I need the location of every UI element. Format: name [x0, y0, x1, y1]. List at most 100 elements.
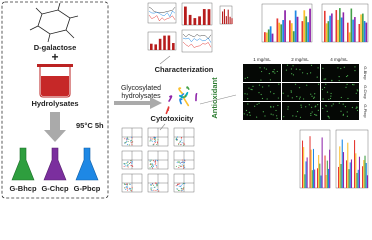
- event-dot: [154, 160, 156, 162]
- cell-dot: [326, 110, 328, 112]
- event-dot: [151, 165, 153, 167]
- event-dot: [149, 164, 151, 166]
- mini-bar: [292, 31, 295, 42]
- event-dot: [182, 167, 184, 169]
- mini-bar: [309, 136, 311, 188]
- cell-dot: [298, 87, 301, 89]
- cell-dot: [263, 67, 265, 69]
- event-dot: [176, 184, 178, 186]
- event-dot: [177, 184, 179, 186]
- event-dot: [131, 186, 133, 188]
- event-dot: [132, 165, 134, 167]
- event-dot: [182, 188, 184, 190]
- mini-bar: [327, 21, 330, 42]
- micrograph: [243, 102, 281, 120]
- mini-bar: [342, 152, 345, 188]
- characterization-label: Characterization: [155, 65, 214, 74]
- cell-dot: [260, 93, 262, 96]
- concentration-label: 4 mg/mL: [330, 57, 348, 62]
- mini-bar: [231, 18, 233, 24]
- cell-dot: [258, 102, 260, 104]
- event-dot: [127, 186, 129, 188]
- cell-dot: [258, 84, 261, 86]
- mini-bar: [325, 23, 328, 42]
- molecule: [29, 2, 79, 43]
- cell-dot: [325, 78, 327, 80]
- mini-bar: [360, 14, 362, 42]
- product-label: G-Chcp: [41, 184, 69, 193]
- cell-dot: [298, 98, 301, 100]
- cell-dot: [310, 114, 312, 117]
- mini-bar: [306, 157, 308, 188]
- event-dot: [123, 165, 125, 167]
- cell-dot: [252, 85, 254, 87]
- mini-line: [182, 41, 212, 48]
- event-dot: [178, 143, 180, 145]
- cell-dot: [292, 115, 294, 117]
- mini-bar: [227, 9, 229, 24]
- event-dot: [126, 139, 128, 141]
- event-dot: [156, 142, 158, 144]
- event-dot: [150, 137, 152, 139]
- connector: [159, 55, 171, 65]
- event-dot: [180, 166, 182, 168]
- cell-dot: [317, 109, 319, 111]
- mini-bar: [150, 43, 153, 50]
- cell-dot: [244, 93, 246, 95]
- cell-dot: [310, 72, 312, 74]
- cell-dot: [247, 103, 249, 105]
- mini-bar: [269, 26, 272, 42]
- event-dot: [129, 189, 131, 191]
- mini-line: [182, 37, 212, 43]
- event-dot: [130, 188, 132, 190]
- cell-dot: [292, 74, 295, 76]
- chart-frame: [181, 2, 213, 26]
- event-dot: [131, 165, 133, 167]
- mini-bar: [339, 8, 341, 42]
- mini-bar: [340, 17, 343, 42]
- cell-dot: [346, 111, 348, 113]
- mini-bar: [289, 20, 291, 42]
- cell-dot: [258, 92, 260, 94]
- chart-frame: [261, 3, 313, 43]
- cell-dot: [328, 98, 330, 101]
- event-dot: [156, 141, 158, 143]
- sample-label: G-Pbcp: [363, 104, 368, 118]
- cell-dot: [331, 105, 333, 107]
- mini-bar: [222, 11, 224, 24]
- mini-bar: [365, 22, 368, 42]
- chart-frame: [321, 3, 369, 43]
- cell-dot: [264, 115, 266, 117]
- cell-dot: [302, 72, 304, 74]
- flasks: [11, 147, 99, 181]
- mini-chart: [173, 150, 195, 170]
- cell-dot: [314, 113, 316, 116]
- down-arrow: [44, 112, 66, 142]
- event-dot: [177, 136, 179, 138]
- mini-bar: [280, 24, 283, 42]
- cell-dot: [262, 86, 264, 88]
- event-dot: [124, 142, 126, 144]
- micrograph: [321, 83, 359, 101]
- mini-chart: [181, 29, 213, 53]
- event-dot: [178, 165, 180, 167]
- event-dot: [179, 189, 181, 191]
- event-dot: [155, 159, 157, 161]
- cell-dot: [355, 92, 357, 94]
- event-dot: [129, 183, 131, 185]
- event-dot: [125, 165, 127, 167]
- cell-dot: [345, 86, 347, 88]
- event-dot: [177, 190, 179, 192]
- sample-label: G-Chcp: [363, 85, 368, 100]
- cell-dot: [266, 98, 268, 100]
- cell-dot: [262, 111, 264, 113]
- cell-dot: [316, 114, 318, 116]
- micrograph: [282, 83, 320, 101]
- mini-bar: [317, 168, 319, 188]
- mini-bar: [341, 139, 343, 188]
- mini-bar: [339, 146, 341, 188]
- event-dot: [153, 189, 155, 191]
- micrograph: [243, 83, 281, 101]
- cell-dot: [269, 91, 272, 93]
- cell-dot: [299, 116, 302, 118]
